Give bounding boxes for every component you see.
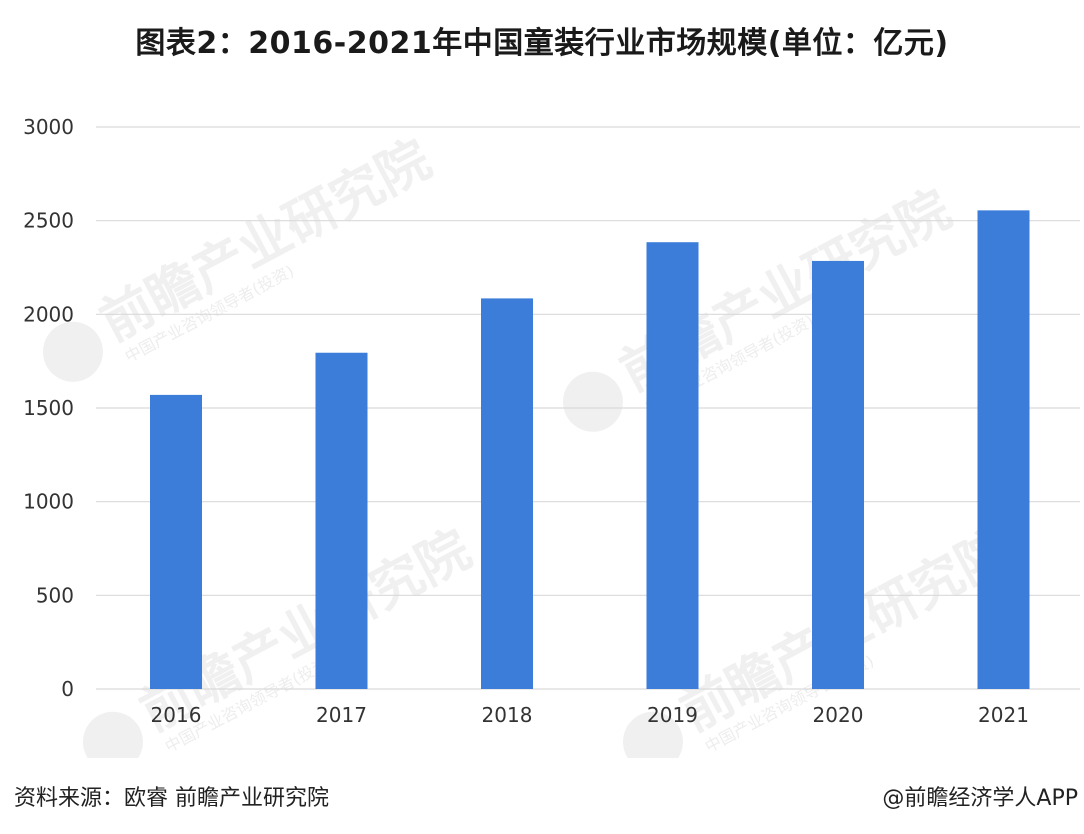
y-tick-label: 0 [61, 677, 74, 701]
gridlines [96, 126, 1080, 690]
bar-2021 [977, 210, 1030, 689]
credit-note: @前瞻经济学人APP [882, 786, 1078, 811]
watermark-logo-icon [622, 711, 683, 772]
x-tick-label: 2017 [316, 703, 367, 727]
watermark-text: 前瞻产业研究院 [91, 129, 441, 353]
source-note: 资料来源：欧睿 前瞻产业研究院 [14, 786, 329, 811]
y-tick-label: 3000 [23, 115, 74, 139]
y-tick-label: 1000 [23, 490, 74, 514]
x-tick-label: 2019 [647, 703, 698, 727]
x-tick-label: 2018 [482, 703, 533, 727]
y-tick-label: 2500 [23, 209, 74, 233]
bar-2017 [315, 352, 368, 689]
bar-2020 [812, 260, 864, 689]
bar-2018 [481, 298, 533, 689]
x-tick-label: 2016 [151, 703, 202, 727]
y-axis-labels: 0 500 1000 1500 2000 2500 3000 [23, 115, 74, 701]
footer: 资料来源：欧睿 前瞻产业研究院 @前瞻经济学人APP [0, 758, 1084, 834]
x-tick-label: 2021 [978, 703, 1029, 727]
bars [150, 210, 1030, 689]
bar-2016 [150, 394, 202, 689]
watermark-logo-icon [82, 711, 143, 772]
watermark-logo-icon [562, 371, 623, 432]
y-tick-label: 1500 [23, 396, 74, 420]
bar-2019 [646, 242, 699, 689]
y-tick-label: 500 [36, 583, 74, 607]
y-tick-label: 2000 [23, 302, 74, 326]
x-tick-label: 2020 [813, 703, 864, 727]
x-axis-labels: 2016 2017 2018 2019 2020 2021 [151, 703, 1029, 727]
chart-title: 图表2：2016-2021年中国童装行业市场规模(单位：亿元) [135, 26, 949, 61]
chart-area: 前瞻产业研究院 中国产业咨询领导者(投资) 前瞻产业研究院 中国产业咨询领导者(投资)… [23, 115, 1080, 772]
watermark-logo-icon [42, 321, 103, 382]
